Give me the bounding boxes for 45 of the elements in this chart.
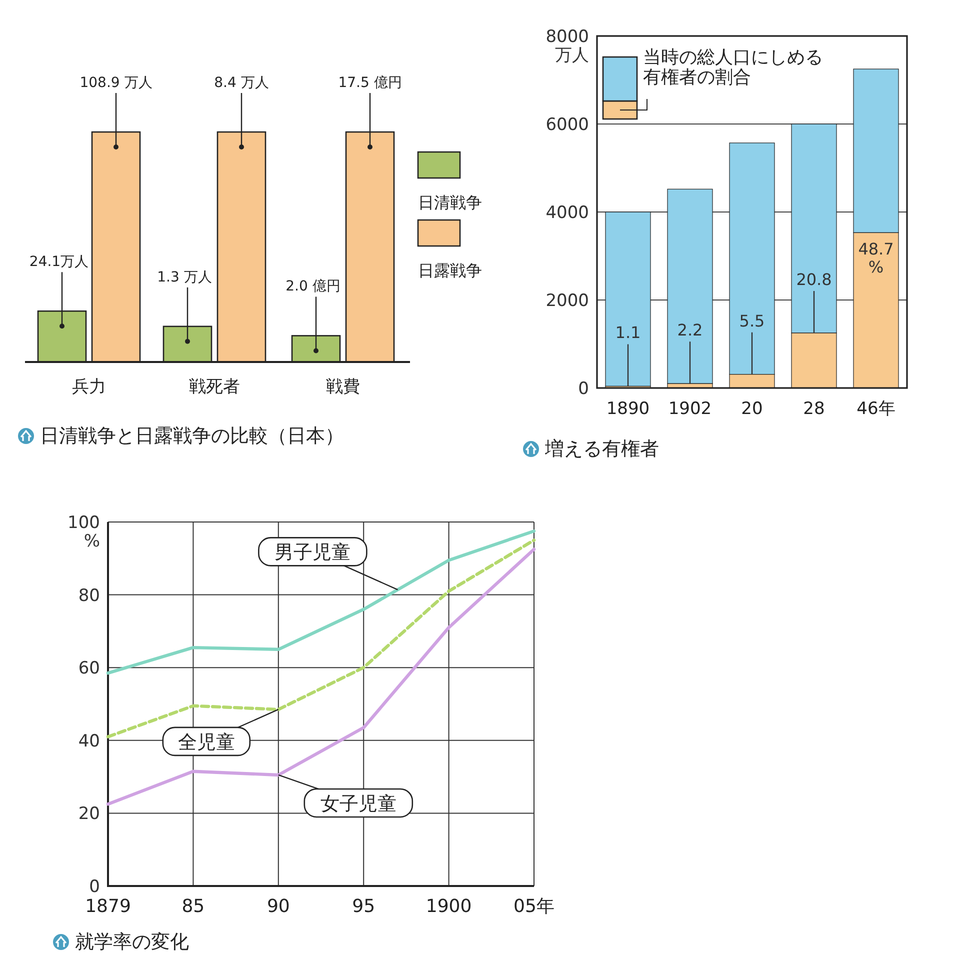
text: 増える有権者 <box>544 438 659 460</box>
x-tick-label: 1900 <box>426 896 472 917</box>
x-tick-label: 戦死者 <box>189 377 240 397</box>
text: 男子児童 <box>274 542 351 564</box>
x-tick-label: 1879 <box>85 896 131 917</box>
text: 日清戦争と日露戦争の比較（日本） <box>40 425 344 447</box>
x-tick-label: 1902 <box>668 399 712 419</box>
x-tick-label: 95 <box>352 896 376 917</box>
x-tick-label: 05年 <box>514 896 554 917</box>
data-label: 2.0 億円 <box>286 278 340 295</box>
y-tick-label: 4000 <box>546 203 589 223</box>
y-tick-label: 100 % <box>68 513 100 552</box>
x-tick-label: 46年 <box>856 399 896 419</box>
x-tick-label: 85 <box>182 896 205 917</box>
data-label: 8.4 万人 <box>214 75 269 91</box>
data-label: 108.9 万人 <box>80 75 152 91</box>
legend: 当時の総人口にしめる有権者の割合 <box>602 47 823 120</box>
y-tick-label: 20 <box>78 804 100 824</box>
annotation: 48.7 % <box>858 240 894 276</box>
x-tick-label: 1890 <box>606 399 650 419</box>
y-tick-label: 40 <box>78 731 100 752</box>
data-label: 1.3 万人 <box>157 269 212 286</box>
y-tick-label: 6000 <box>546 115 589 135</box>
series-label: 女子児童 <box>320 792 396 815</box>
y-tick-label: 80 <box>78 586 100 606</box>
y-tick-label: 8000 万人 <box>546 27 589 66</box>
x-tick-label: 28 <box>803 399 825 419</box>
x-tick-label: 戦費 <box>326 377 360 397</box>
x-tick-label: 90 <box>266 896 290 917</box>
legend-label: 日清戦争 <box>418 193 482 212</box>
x-tick-label: 兵力 <box>72 377 106 397</box>
data-label: 24.1万人 <box>29 254 89 270</box>
annotation: 20.8 <box>796 270 832 289</box>
series-label: 全児童 <box>178 731 235 754</box>
y-tick-label: 0 <box>578 379 589 399</box>
y-tick-label: 2000 <box>546 291 589 311</box>
x-tick-label: 20 <box>741 399 763 419</box>
annotation: 5.5 <box>739 311 765 330</box>
annotation: 2.2 <box>677 320 703 340</box>
y-tick-label: 60 <box>78 658 100 679</box>
y-tick-label: 0 <box>89 877 100 897</box>
legend-label: 日露戦争 <box>418 261 482 280</box>
annotation: 1.1 <box>615 323 641 342</box>
text: 就学率の変化 <box>75 931 189 953</box>
data-label: 17.5 億円 <box>338 75 402 91</box>
